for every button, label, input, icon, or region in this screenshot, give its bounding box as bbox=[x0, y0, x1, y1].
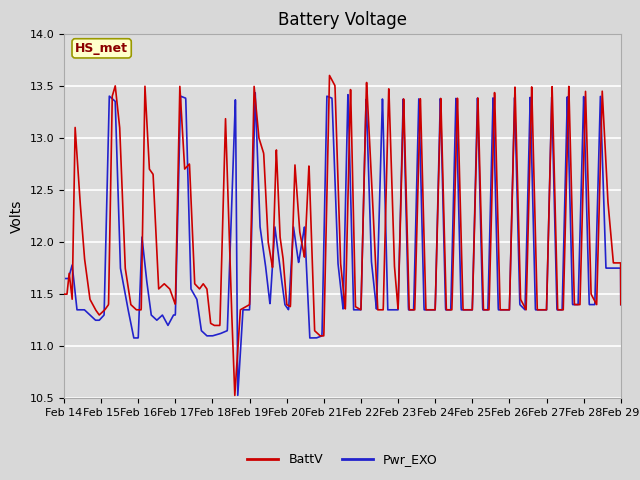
Title: Battery Voltage: Battery Voltage bbox=[278, 11, 407, 29]
Text: HS_met: HS_met bbox=[75, 42, 128, 55]
Legend: BattV, Pwr_EXO: BattV, Pwr_EXO bbox=[242, 448, 443, 471]
Y-axis label: Volts: Volts bbox=[10, 199, 24, 233]
